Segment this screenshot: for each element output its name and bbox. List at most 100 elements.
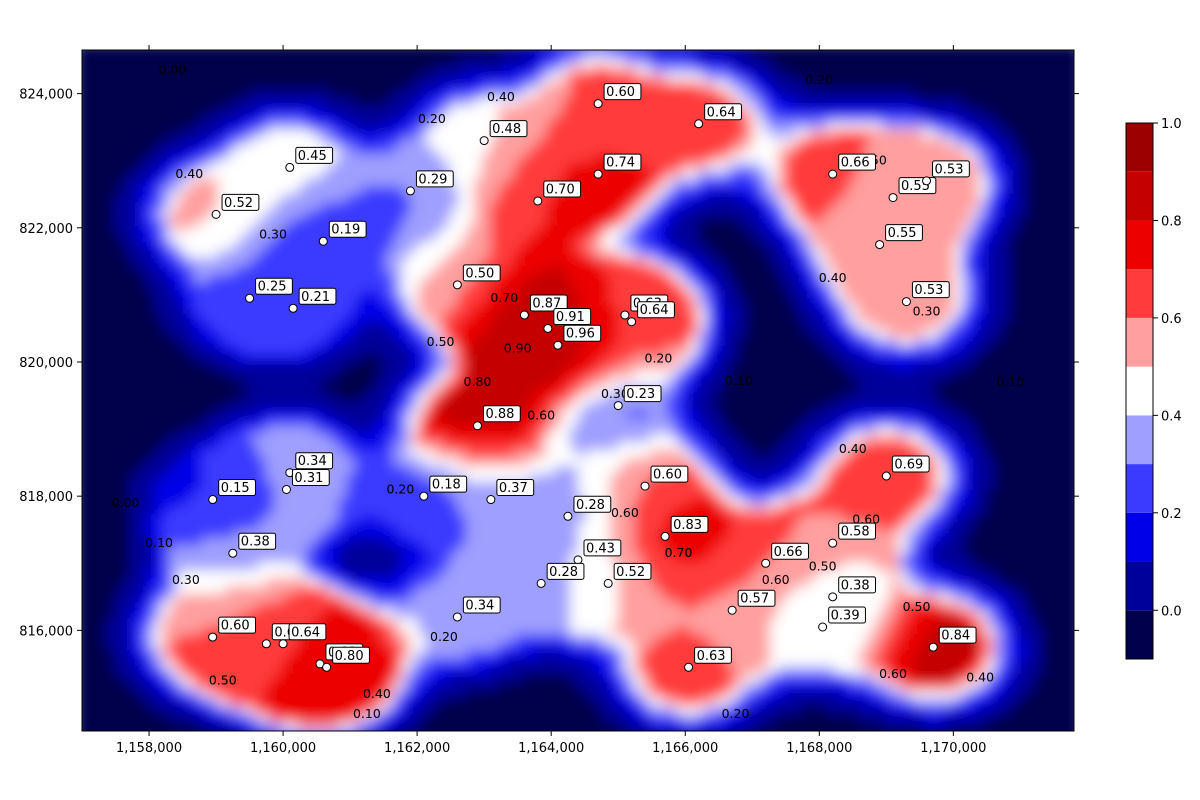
colorbar-tick-label: 0.0 bbox=[1161, 604, 1182, 619]
data-point: 0.70 bbox=[533, 180, 582, 206]
point-label: 0.50 bbox=[465, 266, 494, 281]
data-point: 0.43 bbox=[573, 539, 622, 565]
contour-label: 0.20 bbox=[430, 629, 458, 644]
colorbar-band bbox=[1126, 512, 1153, 562]
point-label: 0.53 bbox=[914, 283, 943, 298]
point-marker bbox=[211, 209, 221, 219]
data-point: 0.60 bbox=[640, 465, 689, 491]
data-point: 0.23 bbox=[613, 385, 662, 411]
point-marker bbox=[486, 495, 496, 505]
contour-label: 0.30 bbox=[172, 572, 200, 587]
point-marker bbox=[563, 511, 573, 521]
point-marker bbox=[553, 340, 563, 350]
point-label-box bbox=[938, 626, 977, 644]
point-label: 0.34 bbox=[298, 454, 327, 469]
point-label: 0.63 bbox=[697, 649, 726, 664]
data-point: 0.50 bbox=[452, 264, 501, 290]
contour-label: 0.50 bbox=[427, 334, 455, 349]
point-marker bbox=[543, 323, 553, 333]
data-point: 0.28 bbox=[563, 495, 612, 521]
data-point: 0.45 bbox=[285, 146, 334, 172]
data-point: 0.55 bbox=[875, 224, 923, 250]
y-tick-label: 816,000 bbox=[19, 624, 73, 639]
data-point: 0.57 bbox=[727, 589, 776, 615]
colorbar-tick-label: 0.2 bbox=[1161, 507, 1182, 522]
data-point: 0.52 bbox=[603, 562, 652, 588]
point-marker bbox=[627, 317, 637, 327]
point-marker bbox=[593, 169, 603, 179]
point-label: 0.31 bbox=[294, 471, 323, 486]
colorbar-band bbox=[1126, 415, 1153, 465]
data-point: 0.88 bbox=[472, 405, 521, 431]
point-marker bbox=[245, 293, 255, 303]
contour-fill-layer bbox=[82, 50, 1074, 731]
point-marker bbox=[261, 639, 271, 649]
data-point: 0.64 bbox=[278, 623, 327, 649]
point-label: 0.38 bbox=[241, 535, 270, 550]
point-label-box bbox=[637, 301, 675, 319]
point-label: 0.64 bbox=[707, 105, 736, 120]
contour-label: 0.10 bbox=[725, 373, 753, 388]
point-label-box bbox=[603, 83, 642, 101]
point-label-box bbox=[489, 120, 528, 138]
contour-label: 0.30 bbox=[913, 304, 941, 319]
contour-label: 0.30 bbox=[259, 227, 287, 242]
point-marker bbox=[285, 162, 295, 172]
colorbar-tick-label: 0.4 bbox=[1161, 409, 1182, 424]
point-marker bbox=[288, 303, 298, 313]
point-label-box bbox=[613, 562, 652, 580]
data-point: 0.74 bbox=[593, 153, 642, 179]
y-tick-label: 822,000 bbox=[19, 222, 73, 237]
point-label: 0.64 bbox=[640, 303, 669, 318]
contour-label: 0.00 bbox=[112, 495, 140, 510]
point-label: 0.83 bbox=[673, 518, 702, 533]
point-label-box bbox=[932, 160, 970, 178]
point-label-box bbox=[546, 562, 585, 580]
point-label: 0.70 bbox=[546, 182, 575, 197]
contour-label: 0.40 bbox=[839, 441, 867, 456]
point-label-box bbox=[543, 180, 582, 198]
point-label: 0.38 bbox=[841, 578, 870, 593]
colorbar-band bbox=[1126, 561, 1153, 611]
contour-label: 0.50 bbox=[903, 599, 931, 614]
point-label: 0.53 bbox=[935, 162, 964, 177]
point-label: 0.60 bbox=[653, 468, 682, 483]
point-label: 0.66 bbox=[774, 545, 803, 560]
contour-label: 0.20 bbox=[645, 351, 673, 366]
contour-label: 0.50 bbox=[809, 559, 837, 574]
data-point: 0.63 bbox=[684, 646, 732, 672]
x-tick-label: 1,158,000 bbox=[116, 741, 182, 756]
point-label: 0.60 bbox=[606, 85, 635, 100]
point-label: 0.25 bbox=[258, 280, 287, 295]
data-point: 0.87 bbox=[519, 294, 568, 320]
data-point: 0.66 bbox=[828, 153, 877, 179]
point-label-box bbox=[553, 307, 592, 325]
point-marker bbox=[593, 99, 603, 109]
point-label: 0.91 bbox=[556, 310, 585, 325]
data-point: 0.39 bbox=[818, 606, 866, 632]
point-label-box bbox=[415, 170, 454, 188]
point-label-box bbox=[771, 542, 809, 560]
point-label-box bbox=[838, 522, 877, 540]
point-label-box bbox=[838, 576, 877, 594]
data-point: 0.96 bbox=[553, 324, 602, 350]
point-marker bbox=[694, 119, 704, 129]
data-point: 0.69 bbox=[881, 455, 930, 481]
point-label: 0.34 bbox=[465, 598, 494, 613]
point-marker bbox=[228, 548, 238, 558]
point-marker bbox=[603, 578, 613, 588]
point-label: 0.66 bbox=[841, 156, 870, 171]
point-label-box bbox=[218, 479, 257, 497]
point-label: 0.39 bbox=[831, 609, 860, 624]
point-label-box bbox=[911, 281, 950, 299]
colorbar-band bbox=[1126, 123, 1153, 172]
point-marker bbox=[573, 555, 583, 565]
point-label: 0.87 bbox=[532, 297, 561, 312]
point-marker bbox=[318, 236, 328, 246]
point-marker bbox=[828, 169, 838, 179]
point-label-box bbox=[891, 455, 930, 473]
colorbar-band bbox=[1126, 464, 1153, 513]
contour-label: 0.20 bbox=[418, 111, 446, 126]
contour-label: 0.30 bbox=[601, 386, 629, 401]
colorbar-band bbox=[1126, 269, 1153, 318]
